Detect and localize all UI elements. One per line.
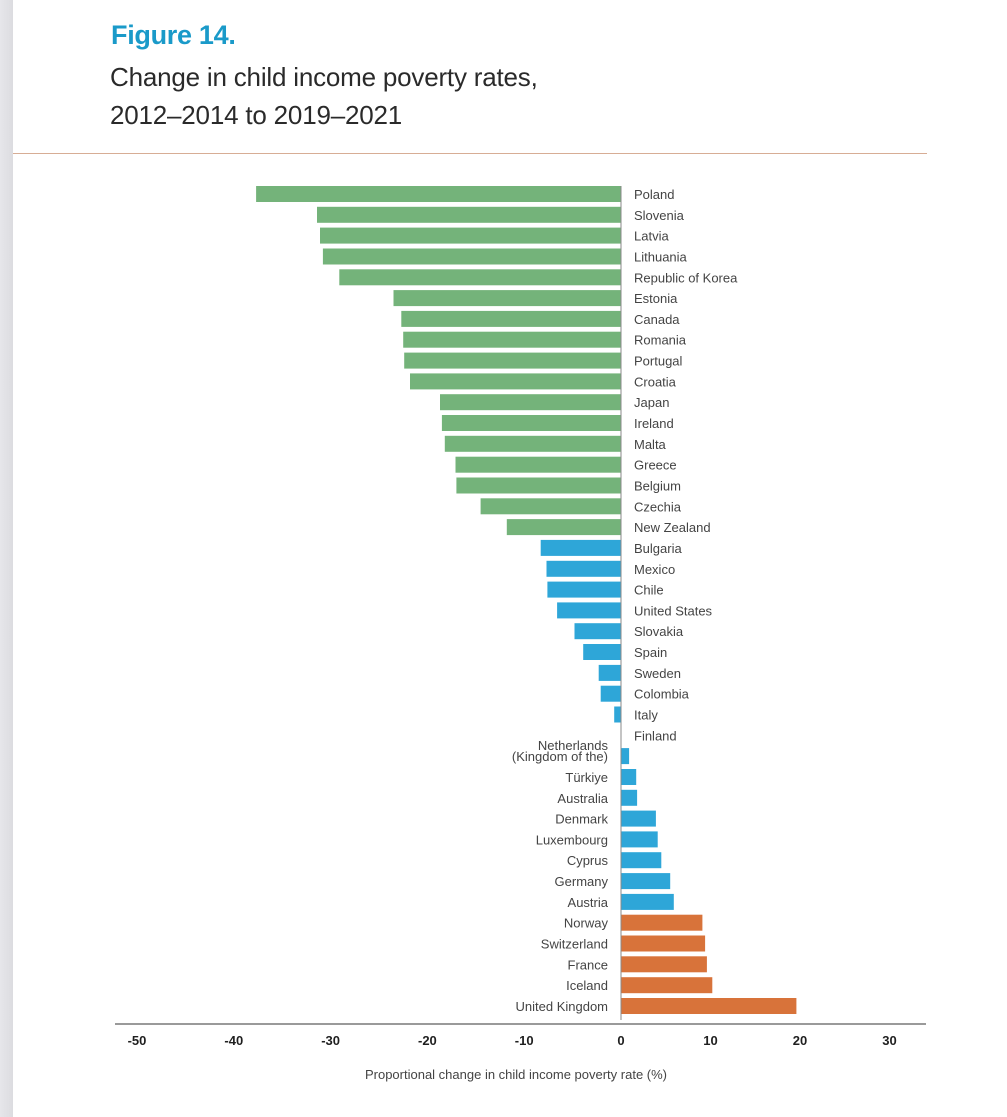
category-label-portugal: Portugal — [634, 354, 683, 369]
figure-title-line-2: 2012–2014 to 2019–2021 — [110, 100, 403, 130]
category-label-australia: Australia — [557, 791, 608, 806]
bar-sweden — [598, 664, 621, 681]
figure-label: Figure 14. — [111, 20, 236, 50]
bar-new-zealand — [506, 519, 621, 536]
category-label-belgium: Belgium — [634, 479, 681, 494]
x-tick-label-neg20: -20 — [418, 1033, 437, 1048]
bar-latvia — [320, 227, 621, 244]
bar-estonia — [393, 290, 621, 307]
header-divider — [13, 153, 927, 154]
bar-portugal — [404, 352, 621, 369]
category-label-netherlands-kingdom-of-the: Netherlands (Kingdom of the) — [512, 738, 609, 764]
bar-cyprus — [621, 852, 662, 869]
category-label-colombia: Colombia — [634, 687, 690, 702]
category-label-luxembourg: Luxembourg — [536, 832, 608, 847]
category-label-malta: Malta — [634, 437, 667, 452]
category-label-japan: Japan — [634, 395, 669, 410]
bar-united-states — [557, 602, 621, 619]
bar-ireland — [441, 415, 621, 431]
bar-bulgaria — [540, 539, 621, 556]
bar-australia — [621, 789, 638, 806]
x-tick-label-10: 10 — [703, 1033, 717, 1048]
bar-france — [621, 956, 707, 973]
x-tick-label-neg40: -40 — [224, 1033, 243, 1048]
bar-canada — [401, 310, 621, 327]
category-label-slovenia: Slovenia — [634, 208, 685, 223]
bar-denmark — [621, 810, 656, 827]
category-label-mexico: Mexico — [634, 562, 675, 577]
category-label-republic-of-korea: Republic of Korea — [634, 270, 738, 285]
category-label-poland: Poland — [634, 187, 674, 202]
category-label-estonia: Estonia — [634, 291, 678, 306]
bar-spain — [583, 644, 621, 660]
bar-poland — [256, 186, 621, 202]
category-label-norway: Norway — [564, 916, 609, 931]
bar-greece — [455, 456, 621, 473]
bar-chile — [547, 581, 621, 598]
x-tick-label-neg30: -30 — [321, 1033, 340, 1048]
category-label-croatia: Croatia — [634, 374, 677, 389]
bar-czechia — [480, 498, 621, 515]
category-label-greece: Greece — [634, 458, 677, 473]
category-label-czechia: Czechia — [634, 499, 682, 514]
x-axis-title: Proportional change in child income pove… — [365, 1067, 667, 1082]
category-label-austria: Austria — [568, 895, 609, 910]
bar-lithuania — [322, 248, 621, 265]
category-labels-group: Poland Slovenia Latvia Lithuania Republic of… — [512, 187, 738, 1014]
bar-turkiye — [621, 769, 637, 785]
category-label-bulgaria: Bulgaria — [634, 541, 682, 556]
x-tick-label-30: 30 — [882, 1033, 896, 1048]
category-label-denmark: Denmark — [555, 812, 608, 827]
page-edge — [0, 0, 13, 1117]
bar-japan — [440, 394, 621, 411]
bar-republic-of-korea — [339, 269, 621, 286]
bar-netherlands-kingdom-of-the — [621, 748, 630, 765]
bar-romania — [403, 331, 621, 348]
x-tick-label-20: 20 — [793, 1033, 807, 1048]
category-label-united-kingdom: United Kingdom — [516, 999, 609, 1014]
bar-slovenia — [317, 206, 621, 223]
category-label-iceland: Iceland — [566, 978, 608, 993]
bar-colombia — [600, 685, 621, 702]
category-label-turkiye: Türkiye — [565, 770, 608, 785]
bars-group — [256, 186, 797, 1014]
category-label-lithuania: Lithuania — [634, 250, 688, 265]
x-tick-label-neg50: -50 — [128, 1033, 147, 1048]
category-label-latvia: Latvia — [634, 229, 669, 244]
category-label-spain: Spain — [634, 645, 667, 660]
bar-germany — [621, 873, 671, 890]
category-label-romania: Romania — [634, 333, 687, 348]
category-label-germany: Germany — [555, 874, 609, 889]
category-label-new-zealand: New Zealand — [634, 520, 711, 535]
x-tick-labels-group: -50 -40 -30 -20 -10 0 10 20 30 — [128, 1033, 897, 1048]
category-label-ireland: Ireland — [634, 416, 674, 431]
bar-slovakia — [574, 623, 621, 640]
bar-belgium — [456, 477, 621, 494]
x-tick-label-neg10: -10 — [515, 1033, 534, 1048]
category-label-switzerland: Switzerland — [541, 937, 608, 952]
figure-title-line-1: Change in child income poverty rates, — [110, 62, 538, 92]
bar-malta — [444, 435, 621, 452]
category-label-canada: Canada — [634, 312, 680, 327]
bar-mexico — [546, 560, 621, 577]
bar-norway — [621, 914, 703, 931]
figure-title: Change in child income poverty rates, 20… — [110, 58, 538, 134]
category-label-sweden: Sweden — [634, 666, 681, 681]
category-label-italy: Italy — [634, 708, 658, 723]
category-label-slovakia: Slovakia — [634, 624, 684, 639]
bar-switzerland — [621, 935, 706, 952]
x-tick-label-0: 0 — [617, 1033, 624, 1048]
bar-luxembourg — [621, 831, 658, 848]
category-label-united-states: United States — [634, 603, 713, 618]
category-label-france: France — [568, 957, 608, 972]
bar-united-kingdom — [621, 998, 797, 1014]
bar-croatia — [410, 373, 621, 390]
category-label-cyprus: Cyprus — [567, 853, 609, 868]
bar-austria — [621, 893, 674, 910]
category-label-finland: Finland — [634, 728, 677, 743]
bar-iceland — [621, 977, 713, 994]
bar-italy — [614, 706, 621, 723]
category-label-chile: Chile — [634, 583, 664, 598]
